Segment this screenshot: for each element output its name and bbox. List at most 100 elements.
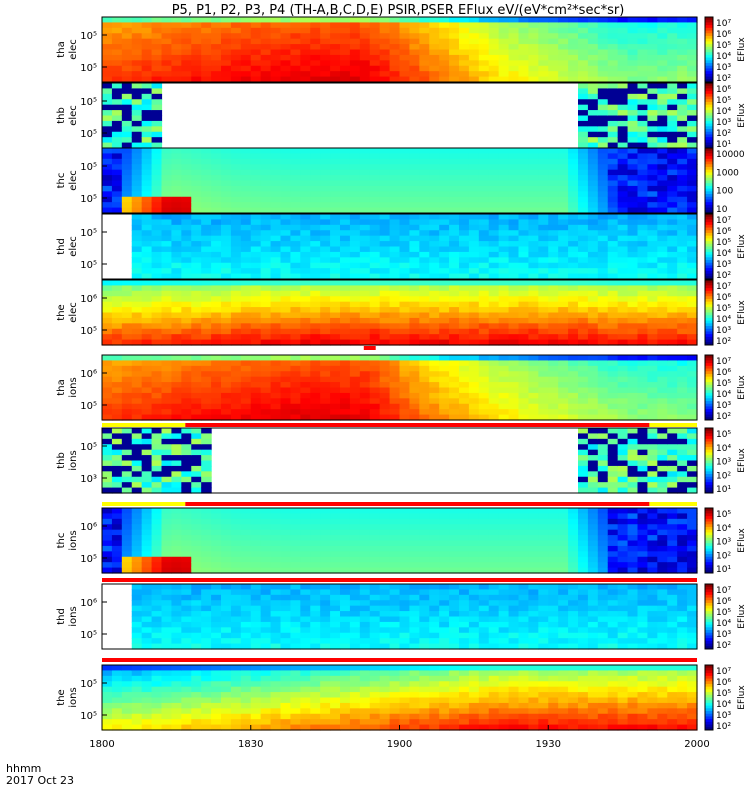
panel-probe-label: tha — [56, 379, 67, 395]
panel-species-label: ions — [68, 606, 79, 626]
colorbar-tick-label: 10⁵ — [716, 41, 731, 51]
flag-bar — [102, 578, 697, 582]
colorbar-tick-label: 10⁷ — [716, 216, 731, 226]
heatmap-cells — [102, 280, 698, 346]
colorbar-tick-label: 10000 — [716, 150, 745, 160]
panel-probe-label: the — [56, 304, 67, 320]
panel-species-label: elec — [68, 302, 79, 323]
panel-species-label: elec — [68, 170, 79, 191]
y-tick-label: 10⁵ — [80, 97, 97, 108]
colorbar-tick-label: 10⁵ — [716, 238, 731, 248]
colorbar-tick-label: 10³ — [716, 326, 731, 336]
heatmap-cells — [102, 83, 698, 149]
colorbar-tick-label: 10⁴ — [716, 619, 731, 629]
colorbar-tick-label: 10² — [716, 271, 731, 281]
y-tick-label: 10⁵ — [80, 401, 97, 412]
colorbar-tick-label: 10⁴ — [716, 700, 731, 710]
flag-segment — [102, 578, 697, 582]
panel-species-label: elec — [68, 236, 79, 257]
flag-bar — [102, 423, 697, 427]
colorbar: 10000 1000 100 10 — [705, 148, 745, 215]
heatmap-cells — [102, 148, 698, 214]
colorbar-tick-label: 10³ — [716, 630, 731, 640]
flag-segment — [185, 502, 649, 506]
colorbar-tick-label: 1000 — [716, 168, 739, 178]
colorbar-tick-label: 10⁴ — [716, 444, 731, 454]
y-tick-label: 10⁵ — [80, 129, 97, 140]
flag-segment — [102, 658, 697, 662]
y-tick-label: 10⁵ — [80, 31, 97, 42]
colorbar-tick-label: 10³ — [716, 260, 731, 270]
colorbar-tick-label: 10² — [716, 722, 731, 732]
x-tick-label: 1800 — [89, 739, 114, 750]
x-tick-label: 1830 — [238, 739, 263, 750]
colorbar-tick-label: 10⁶ — [716, 368, 731, 378]
y-tick-label: 10⁶ — [80, 369, 97, 380]
y-tick-label: 10⁵ — [80, 194, 97, 205]
y-tick-label: 10⁵ — [80, 228, 97, 239]
colorbar-tick-label: 10⁵ — [716, 689, 731, 699]
x-tick-label: 1900 — [387, 739, 412, 750]
heatmap-cells — [132, 214, 698, 280]
colorbar-label: EFlux — [737, 103, 747, 128]
colorbar-label: EFlux — [737, 528, 747, 553]
panel-species-label: ions — [68, 450, 79, 470]
colorbar-label: EFlux — [737, 448, 747, 473]
y-tick-label: 10⁵ — [80, 326, 97, 337]
flag-segment — [102, 502, 185, 506]
y-tick-label: 10⁵ — [80, 442, 97, 453]
colorbar-tick-label: 10³ — [716, 63, 731, 73]
colorbar-tick-label: 10² — [716, 412, 731, 422]
y-tick-label: 10⁶ — [80, 294, 97, 305]
colorbar-tick-label: 10⁷ — [716, 667, 731, 677]
colorbar-tick-label: 10⁷ — [716, 19, 731, 29]
colorbar-tick-label: 10² — [716, 74, 731, 84]
x-tick-label: 1930 — [536, 739, 561, 750]
heatmap-cells — [102, 508, 698, 574]
panel-species-label: elec — [68, 39, 79, 60]
flag-segment — [102, 423, 185, 427]
flag-bar — [102, 658, 697, 662]
colorbar-label: EFlux — [737, 300, 747, 325]
y-tick-label: 10⁶ — [80, 522, 97, 533]
plot-title: P5, P1, P2, P3, P4 (TH-A,B,C,D,E) PSIR,P… — [172, 3, 625, 18]
colorbar-label: EFlux — [737, 604, 747, 629]
colorbar-tick-label: 10² — [716, 641, 731, 651]
colorbar-tick-label: 10⁵ — [716, 608, 731, 618]
colorbar-tick-label: 10² — [716, 337, 731, 347]
colorbar-tick-label: 10⁴ — [716, 390, 731, 400]
colorbar-tick-label: 10⁵ — [716, 96, 731, 106]
colorbar-label: EFlux — [737, 234, 747, 259]
panel-species-label: ions — [68, 530, 79, 550]
colorbar-label: EFlux — [737, 37, 747, 62]
colorbar-tick-label: 10⁴ — [716, 249, 731, 259]
colorbar-tick-label: 10 — [716, 205, 728, 215]
colorbar-tick-label: 10¹ — [716, 485, 731, 495]
colorbar-tick-label: 100 — [716, 187, 733, 197]
heatmap-cells — [132, 584, 698, 650]
panel-probe-label: thc — [56, 533, 67, 549]
panel-probe-label: the — [56, 689, 67, 705]
colorbar-tick-label: 10⁵ — [716, 304, 731, 314]
y-tick-label: 10⁵ — [80, 162, 97, 173]
colorbar-tick-label: 10² — [716, 471, 731, 481]
colorbar-tick-label: 10⁶ — [716, 30, 731, 40]
panel-probe-label: thb — [56, 452, 67, 469]
colorbar-tick-label: 10⁴ — [716, 52, 731, 62]
panel-probe-label: thc — [56, 173, 67, 189]
